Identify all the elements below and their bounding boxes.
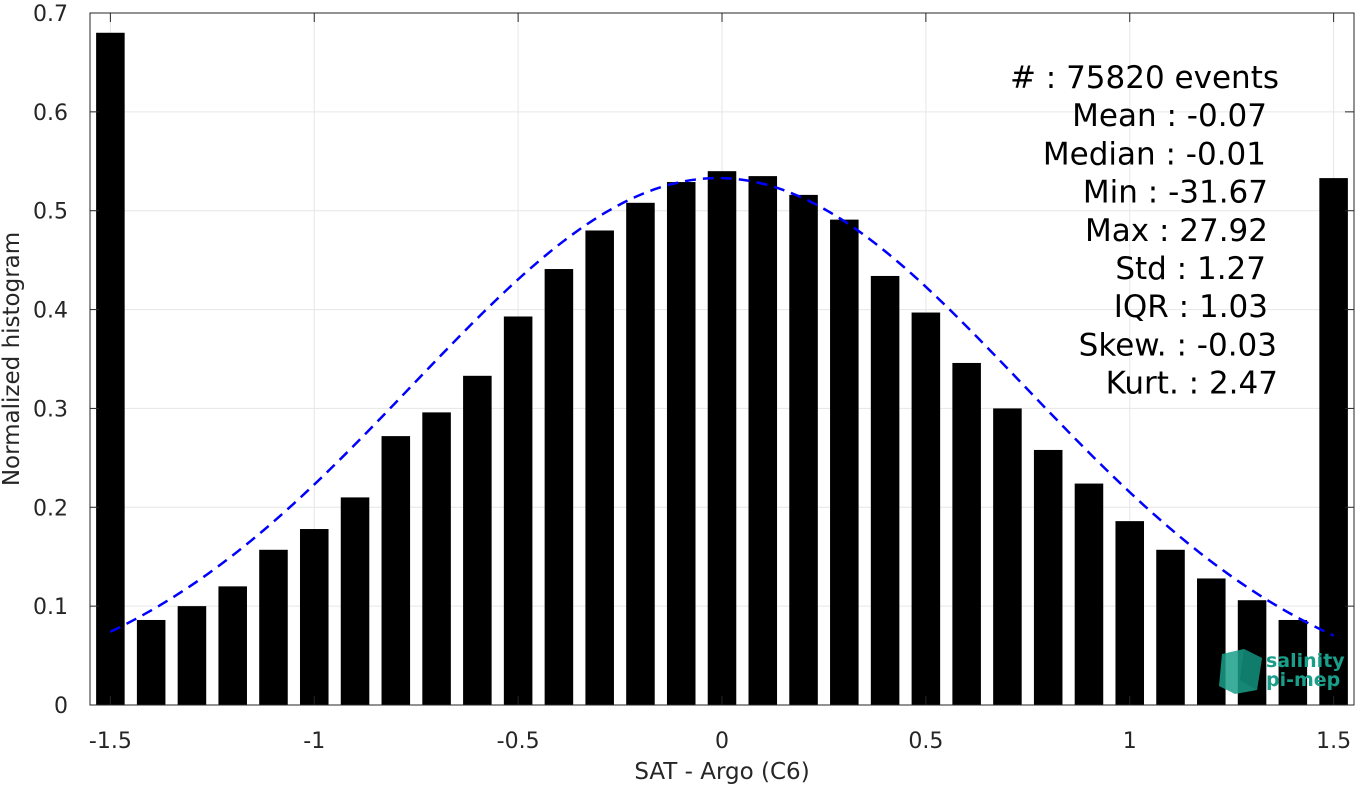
histogram-bar	[952, 362, 981, 705]
histogram-bar	[381, 436, 411, 705]
histogram-bar	[748, 176, 778, 706]
histogram-bar	[789, 194, 818, 705]
x-tick-label: 0	[715, 729, 729, 754]
y-tick-label: 0.5	[33, 200, 68, 225]
histogram-bar	[1319, 178, 1348, 705]
x-tick-label: 0.5	[908, 729, 943, 754]
y-tick-labels: 0 0.1 0.2 0.3 0.4 0.5 0.6 0.7	[33, 2, 68, 719]
histogram-bar	[870, 275, 900, 705]
x-tick-label: 1.5	[1316, 729, 1351, 754]
y-tick-label: 0.4	[33, 299, 68, 324]
histogram-bar	[830, 219, 859, 705]
histogram-bar	[503, 316, 533, 705]
histogram-bar	[463, 375, 492, 705]
histogram-bar	[544, 269, 574, 705]
stats-line: IQR : 1.03	[1114, 289, 1268, 325]
axis-ticks	[90, 12, 1354, 706]
stats-line: # : 75820 events	[1010, 60, 1279, 96]
histogram-bar	[1074, 483, 1104, 705]
x-tick-labels: -1.5 -1 -0.5 0 0.5 1 1.5	[89, 729, 1351, 754]
y-tick-label: 0.2	[33, 496, 68, 521]
stats-line: Median : -0.01	[1043, 136, 1266, 172]
x-tick-label: -1	[303, 729, 325, 754]
histogram-bar	[626, 202, 655, 705]
histogram-bar	[1278, 619, 1308, 705]
histogram-bar	[136, 619, 166, 705]
logo-line2: pi-mep	[1266, 669, 1340, 691]
histogram-bar	[218, 586, 247, 705]
histogram-bar	[993, 408, 1022, 705]
x-tick-label: -1.5	[89, 729, 132, 754]
histogram-bar	[422, 412, 451, 705]
y-tick-label: 0.1	[33, 595, 68, 620]
stats-line: Skew. : -0.03	[1079, 327, 1277, 363]
histogram-bar	[1156, 549, 1185, 705]
histogram-bar	[96, 32, 125, 706]
gaussian-fit-curve	[109, 176, 1335, 637]
histogram-bar	[299, 529, 329, 705]
logo-cube-face	[1240, 649, 1262, 690]
x-axis-label: SAT - Argo (C6)	[634, 759, 809, 785]
stats-line: Kurt. : 2.47	[1106, 366, 1278, 402]
stats-line: Min : -31.67	[1083, 175, 1268, 211]
stats-line: Std : 1.27	[1115, 251, 1266, 287]
salinity-pi-mep-logo: salinity pi-mep	[1219, 649, 1345, 694]
y-tick-label: 0.7	[33, 2, 68, 27]
histogram-bar	[666, 182, 696, 705]
x-tick-label: -0.5	[497, 729, 540, 754]
histogram-bar	[1115, 521, 1145, 705]
y-tick-label: 0.3	[33, 397, 68, 422]
histogram-bar	[259, 549, 288, 705]
histogram-bar	[911, 312, 941, 705]
logo-line1: salinity	[1266, 650, 1345, 672]
histogram-bar	[340, 497, 370, 705]
x-tick-label: 1	[1123, 729, 1137, 754]
histogram-bar	[177, 606, 207, 705]
histogram-bars	[96, 32, 1348, 706]
y-tick-label: 0	[54, 694, 68, 719]
histogram-bar	[1033, 449, 1063, 705]
stats-line: Max : 27.92	[1085, 213, 1268, 249]
histogram-bar	[585, 230, 614, 705]
y-tick-label: 0.6	[33, 101, 68, 126]
histogram-bar	[707, 171, 737, 705]
stats-line: Mean : -0.07	[1072, 98, 1267, 134]
y-axis-label: Normalized histogram	[0, 232, 25, 486]
